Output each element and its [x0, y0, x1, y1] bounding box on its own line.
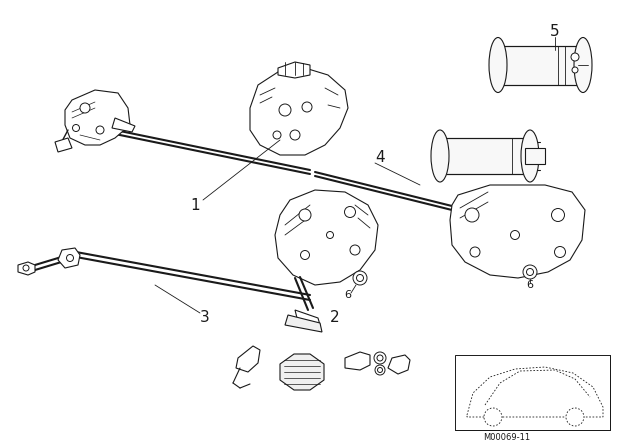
Circle shape: [378, 367, 383, 372]
Polygon shape: [525, 148, 545, 164]
Polygon shape: [285, 315, 322, 332]
Circle shape: [353, 271, 367, 285]
Text: M00069-11: M00069-11: [483, 434, 531, 443]
Circle shape: [527, 268, 534, 276]
Polygon shape: [275, 190, 378, 285]
Circle shape: [554, 246, 566, 258]
Ellipse shape: [489, 38, 507, 92]
Circle shape: [470, 247, 480, 257]
Circle shape: [572, 67, 578, 73]
Text: 4: 4: [375, 151, 385, 165]
Circle shape: [566, 408, 584, 426]
Polygon shape: [498, 46, 583, 85]
Polygon shape: [18, 262, 35, 275]
Polygon shape: [440, 138, 530, 174]
Text: 1: 1: [190, 198, 200, 212]
Circle shape: [350, 245, 360, 255]
Text: 6: 6: [527, 280, 534, 290]
Circle shape: [375, 365, 385, 375]
Circle shape: [273, 131, 281, 139]
Polygon shape: [280, 354, 324, 390]
Polygon shape: [55, 138, 72, 152]
Text: 5: 5: [550, 25, 560, 39]
Circle shape: [67, 254, 74, 262]
Polygon shape: [65, 90, 130, 145]
Circle shape: [571, 53, 579, 61]
Circle shape: [299, 209, 311, 221]
Ellipse shape: [574, 38, 592, 92]
Polygon shape: [58, 248, 80, 268]
Polygon shape: [250, 68, 348, 155]
Polygon shape: [236, 346, 260, 372]
Circle shape: [326, 232, 333, 238]
Circle shape: [80, 103, 90, 113]
Circle shape: [465, 208, 479, 222]
Circle shape: [96, 126, 104, 134]
Ellipse shape: [431, 130, 449, 182]
Ellipse shape: [521, 130, 539, 182]
Circle shape: [552, 208, 564, 221]
Circle shape: [301, 250, 310, 259]
Polygon shape: [450, 185, 585, 278]
Circle shape: [344, 207, 355, 217]
Circle shape: [511, 231, 520, 240]
Circle shape: [279, 104, 291, 116]
Circle shape: [302, 102, 312, 112]
Polygon shape: [278, 62, 310, 78]
Polygon shape: [112, 118, 135, 132]
Text: 2: 2: [330, 310, 340, 326]
Polygon shape: [388, 355, 410, 374]
Polygon shape: [467, 367, 603, 417]
Circle shape: [377, 355, 383, 361]
Bar: [455, 355, 610, 430]
Text: 3: 3: [200, 310, 210, 326]
Circle shape: [484, 408, 502, 426]
Circle shape: [72, 125, 79, 132]
Polygon shape: [295, 310, 320, 325]
Circle shape: [23, 265, 29, 271]
Polygon shape: [345, 352, 370, 370]
Circle shape: [356, 275, 364, 281]
Circle shape: [290, 130, 300, 140]
Circle shape: [374, 352, 386, 364]
Text: 6: 6: [344, 290, 351, 300]
Circle shape: [523, 265, 537, 279]
